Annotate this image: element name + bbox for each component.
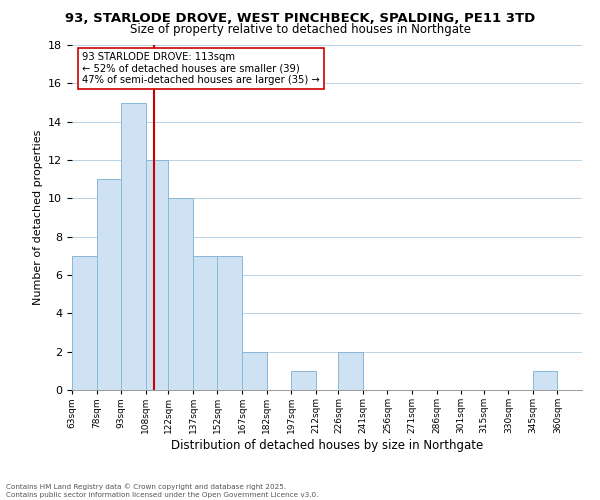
- Bar: [121, 102, 146, 390]
- Bar: [97, 179, 121, 390]
- Bar: [146, 160, 169, 390]
- Text: 93, STARLODE DROVE, WEST PINCHBECK, SPALDING, PE11 3TD: 93, STARLODE DROVE, WEST PINCHBECK, SPAL…: [65, 12, 535, 26]
- Bar: [338, 352, 363, 390]
- Bar: [533, 371, 557, 390]
- Text: Size of property relative to detached houses in Northgate: Size of property relative to detached ho…: [130, 22, 470, 36]
- Text: 93 STARLODE DROVE: 113sqm
← 52% of detached houses are smaller (39)
47% of semi-: 93 STARLODE DROVE: 113sqm ← 52% of detac…: [82, 52, 320, 85]
- Bar: [193, 256, 217, 390]
- Bar: [72, 256, 97, 390]
- X-axis label: Distribution of detached houses by size in Northgate: Distribution of detached houses by size …: [171, 439, 483, 452]
- Bar: [217, 256, 242, 390]
- Bar: [291, 371, 316, 390]
- Bar: [242, 352, 266, 390]
- Text: Contains HM Land Registry data © Crown copyright and database right 2025.
Contai: Contains HM Land Registry data © Crown c…: [6, 484, 319, 498]
- Y-axis label: Number of detached properties: Number of detached properties: [32, 130, 43, 305]
- Bar: [169, 198, 193, 390]
